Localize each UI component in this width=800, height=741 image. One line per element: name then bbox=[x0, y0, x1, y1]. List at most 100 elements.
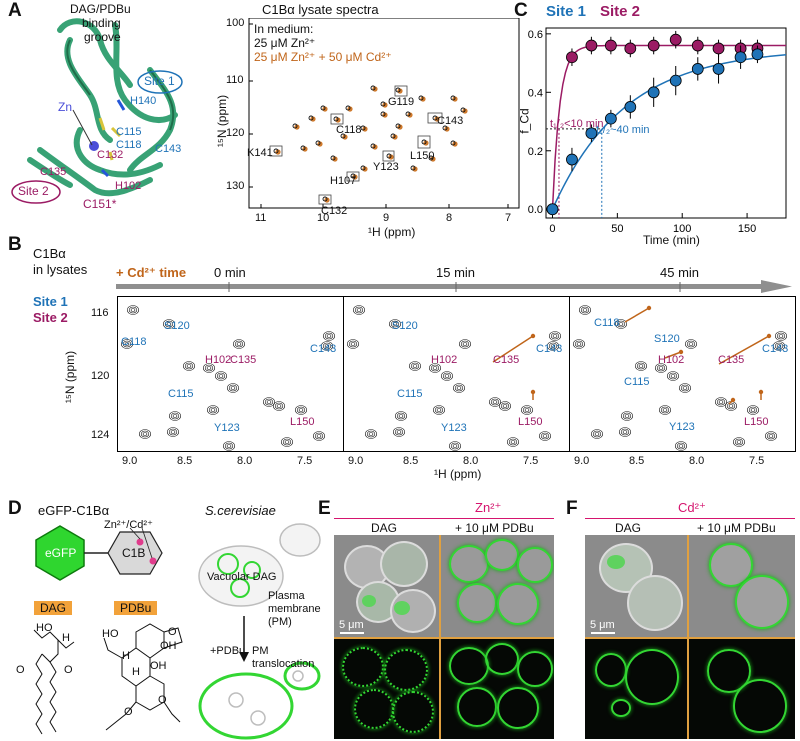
y-tick-label: 0.2 bbox=[528, 146, 543, 158]
hsqc-contour bbox=[718, 400, 724, 404]
hsqc-contour bbox=[392, 322, 398, 326]
panel-label-c: C bbox=[514, 0, 528, 21]
panel-e-col2: + 10 μM PDBu bbox=[455, 521, 534, 535]
hsqc-contour bbox=[594, 432, 600, 436]
b1-s120: S120 bbox=[164, 320, 190, 332]
hsqc-contour bbox=[732, 437, 745, 447]
time-label-45: 45 min bbox=[660, 265, 700, 280]
b3-l150: L150 bbox=[744, 416, 769, 428]
site2-label: Site 2 bbox=[18, 184, 49, 198]
hsqc-contour bbox=[442, 372, 452, 380]
hsqc-contour bbox=[233, 339, 246, 349]
panel-f-header: Cd²⁺ bbox=[678, 500, 706, 515]
cd-pdbu-fluorescence bbox=[689, 639, 795, 739]
hsqc-contour bbox=[365, 429, 378, 439]
hsqc-contour bbox=[776, 332, 786, 340]
peak-l150: L150 bbox=[410, 150, 435, 162]
site1-label: Site 1 bbox=[144, 74, 175, 88]
zn-peak bbox=[315, 140, 321, 146]
hsqc-contour bbox=[432, 405, 445, 415]
hsqc-contour bbox=[776, 344, 782, 348]
b1-c118: C118 bbox=[121, 336, 147, 348]
hsqc-contour bbox=[390, 320, 400, 328]
hsqc-contour bbox=[766, 432, 776, 440]
hsqc-contour bbox=[432, 366, 438, 370]
hsqc-contour bbox=[281, 437, 294, 447]
zn-peak bbox=[330, 155, 336, 161]
residue-c135: C135 bbox=[40, 166, 67, 178]
yeast-diagram bbox=[198, 523, 321, 740]
hsqc-contour bbox=[142, 432, 148, 436]
construct-diagram bbox=[35, 525, 163, 581]
b2-y123: Y123 bbox=[441, 422, 467, 434]
hsqc-contour bbox=[347, 339, 360, 349]
c1b-label: C1B bbox=[122, 546, 146, 560]
hsqc-contour bbox=[204, 364, 214, 372]
kinetics-xlabel: Time (min) bbox=[643, 233, 700, 247]
zn-peak bbox=[418, 95, 424, 101]
hsqc-contour bbox=[510, 440, 516, 444]
spec-xtick-9: 9 bbox=[383, 212, 390, 224]
time-label-15: 15 min bbox=[436, 265, 476, 280]
hsqc-contour bbox=[184, 362, 194, 370]
time-label-0: 0 min bbox=[214, 265, 246, 280]
zn-label: Zn bbox=[58, 100, 73, 114]
hsqc-contour bbox=[206, 366, 212, 370]
hsqc-contour bbox=[548, 342, 558, 350]
zn-peak bbox=[421, 139, 427, 145]
panel-b-title-line1: C1Bα bbox=[33, 246, 66, 261]
site1-halftime-label: t₁/₂~40 min bbox=[596, 124, 650, 136]
b3-h102: H102 bbox=[658, 354, 685, 366]
hsqc-contour bbox=[728, 404, 734, 408]
hsqc-ytick-124: 124 bbox=[91, 429, 110, 441]
hsqc-contour bbox=[550, 332, 560, 340]
data-point bbox=[585, 39, 598, 52]
b3-c118: C118 bbox=[594, 317, 620, 329]
hsqc-contour bbox=[622, 412, 632, 420]
hsqc-contour bbox=[170, 412, 180, 420]
hsqc-xtick-label: 9.0 bbox=[122, 455, 138, 467]
hsqc-contour bbox=[654, 363, 667, 373]
site1-fit-curve bbox=[551, 54, 787, 210]
shift-arrow-head bbox=[530, 389, 536, 395]
site2-halftime-label: t₁/₂<10 min bbox=[550, 118, 604, 130]
panel-f-col1: DAG bbox=[615, 521, 642, 535]
zn-peak bbox=[300, 145, 306, 151]
peak-h107: H107 bbox=[330, 175, 357, 187]
data-point bbox=[624, 101, 637, 113]
spec-ytick-130: 130 bbox=[226, 180, 245, 192]
hsqc-xtick-label: 9.0 bbox=[574, 455, 590, 467]
hsqc-contour bbox=[508, 438, 518, 446]
hsqc-contour bbox=[183, 361, 196, 371]
x-tick-label: 100 bbox=[673, 223, 691, 232]
groove-label-line2: binding bbox=[82, 16, 121, 30]
hsqc-contour bbox=[582, 308, 588, 312]
time-arrow bbox=[116, 280, 792, 293]
spectrum-xlabel: ¹H (ppm) bbox=[368, 225, 416, 239]
kinetics-chart: 0 50 100 150 0.0 0.2 0.4 0.6 bbox=[528, 27, 787, 232]
hsqc-contour bbox=[636, 362, 646, 370]
hsqc-contour bbox=[172, 414, 178, 418]
b3-c115: C115 bbox=[624, 376, 650, 388]
hsqc-contour bbox=[215, 371, 228, 381]
hsqc-xtick-label: 7.5 bbox=[749, 455, 765, 467]
translocation-label-2: translocation bbox=[252, 658, 315, 670]
hsqc-contour bbox=[166, 322, 172, 326]
hsqc-contour bbox=[273, 401, 286, 411]
dag-badge: DAG bbox=[34, 601, 73, 615]
zn-peak bbox=[410, 165, 416, 171]
hsqc-contour bbox=[324, 344, 330, 348]
hsqc-contour bbox=[714, 397, 727, 407]
residue-c132: C132 bbox=[97, 149, 124, 161]
construct-label: eGFP-C1Bα bbox=[38, 503, 110, 518]
zn-peak bbox=[308, 115, 314, 121]
hsqc-xlabel: ¹H (ppm) bbox=[434, 467, 482, 481]
vacuolar-dag-label: Vacuolar DAG bbox=[207, 571, 277, 583]
hsqc-contour bbox=[448, 441, 461, 451]
zn-peak bbox=[395, 87, 401, 93]
hsqc-contour bbox=[684, 339, 697, 349]
b2-c115: C115 bbox=[397, 388, 423, 400]
protein-structure-diagram bbox=[11, 18, 183, 204]
zn-dag-fluorescence bbox=[334, 639, 439, 739]
data-point bbox=[647, 86, 660, 99]
